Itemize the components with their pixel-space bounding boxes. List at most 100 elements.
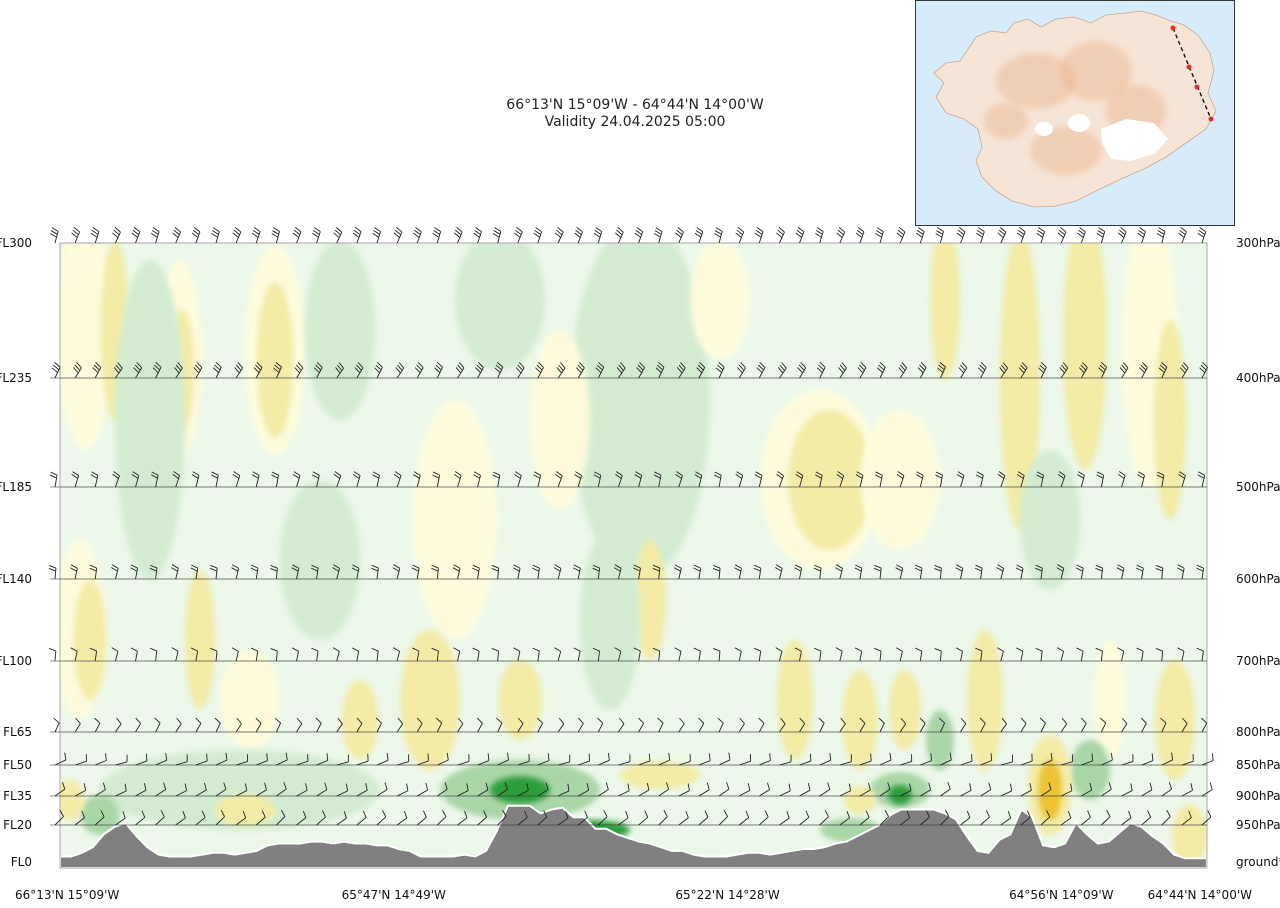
- wind-barb: [977, 362, 987, 379]
- wind-barb: [1035, 647, 1043, 662]
- field-cell: [185, 570, 215, 710]
- wind-barb: [253, 362, 263, 379]
- wind-barb: [958, 362, 968, 379]
- wind-barb: [1156, 471, 1165, 488]
- wind-barb: [1181, 754, 1194, 766]
- wind-barb: [537, 810, 548, 826]
- wind-barb: [53, 717, 60, 733]
- wind-barb: [190, 564, 199, 580]
- wind-barb: [1178, 227, 1187, 244]
- wind-barb: [232, 471, 241, 488]
- wind-barb: [1199, 362, 1209, 379]
- x-tick-label: 64°44'N 14°00'W: [1148, 888, 1252, 902]
- wind-barb: [779, 754, 792, 766]
- wind-barb: [618, 810, 629, 826]
- hpa-label: 300hPa: [1236, 236, 1280, 250]
- wind-barb: [595, 362, 605, 379]
- wind-barb: [1141, 782, 1153, 797]
- fl-label: FL300: [0, 236, 32, 250]
- fl-label: FL235: [0, 371, 32, 385]
- x-tick-label: 64°56'N 14°09'W: [1009, 888, 1113, 902]
- wind-barb: [94, 810, 105, 826]
- wind-barb: [839, 754, 852, 766]
- wind-barb: [1137, 471, 1145, 488]
- wind-barb: [1156, 227, 1166, 244]
- wind-barb: [633, 647, 641, 662]
- wind-barb: [71, 471, 80, 488]
- wind-barb: [54, 809, 64, 826]
- wind-barb: [291, 564, 300, 580]
- wind-barb: [678, 783, 690, 797]
- wind-barb: [997, 227, 1007, 244]
- wind-barb: [276, 809, 286, 826]
- wind-barb: [211, 471, 219, 488]
- wind-barb: [477, 782, 489, 797]
- wind-barb: [195, 810, 206, 826]
- wind-barb: [996, 564, 1005, 580]
- wind-barb: [372, 471, 380, 488]
- wind-barb: [215, 782, 227, 797]
- wind-barb: [960, 754, 973, 766]
- wind-barb: [855, 227, 865, 244]
- wind-barb: [276, 782, 287, 797]
- wind-barb: [557, 811, 569, 826]
- wind-barb: [819, 753, 832, 766]
- wind-barb: [234, 362, 244, 379]
- wind-barb: [149, 647, 158, 662]
- chart-validity: Validity 24.04.2025 05:00: [544, 114, 726, 130]
- wind-barb: [738, 783, 751, 797]
- wind-barb: [271, 227, 280, 244]
- wind-barb: [794, 647, 802, 662]
- wind-barb: [915, 471, 924, 488]
- wind-barb: [270, 648, 278, 662]
- wind-barb: [975, 647, 983, 662]
- wind-barb: [271, 471, 279, 488]
- wind-barb: [336, 717, 343, 733]
- wind-barb: [735, 471, 744, 488]
- wind-barb: [854, 564, 863, 580]
- wind-barb: [71, 227, 81, 244]
- wind-barb: [1201, 717, 1208, 733]
- wind-barb: [737, 362, 746, 379]
- wind-barb: [111, 647, 119, 662]
- wind-barb: [794, 564, 803, 580]
- wind-barb: [754, 471, 763, 488]
- wind-barb: [432, 227, 442, 244]
- wind-barb: [517, 810, 528, 826]
- wind-barb: [94, 782, 106, 797]
- wind-barb: [999, 362, 1009, 379]
- wind-barb: [396, 783, 409, 797]
- wind-barb: [1161, 809, 1171, 826]
- iceland-map-icon: [933, 10, 1217, 208]
- wind-barb: [457, 717, 464, 733]
- field-cell: [100, 750, 380, 830]
- wind-barb: [636, 362, 645, 379]
- field-cell: [620, 761, 700, 789]
- wind-barb: [130, 647, 138, 662]
- wind-barb: [678, 754, 691, 766]
- wind-barb: [779, 717, 786, 733]
- wind-barb: [496, 717, 503, 733]
- wind-barb: [799, 810, 810, 826]
- wind-barb: [171, 647, 179, 662]
- wind-barb: [799, 753, 812, 766]
- wind-barb: [898, 362, 908, 379]
- wind-barb: [593, 471, 602, 488]
- wind-barb: [90, 471, 99, 488]
- wind-barb: [431, 564, 439, 580]
- wind-barb: [919, 717, 926, 733]
- field-cell: [1094, 640, 1126, 760]
- wind-barb: [779, 811, 790, 826]
- wind-barb: [895, 647, 903, 662]
- wind-barb: [89, 647, 98, 662]
- wind-barb: [276, 752, 288, 766]
- wind-barb: [1176, 564, 1185, 580]
- wind-barb: [555, 471, 563, 488]
- wind-barb: [900, 754, 913, 766]
- field-cell: [220, 650, 280, 750]
- wind-barb: [1057, 471, 1066, 488]
- field-cell: [400, 630, 460, 770]
- wind-barb: [274, 717, 282, 733]
- wind-barb: [457, 783, 469, 797]
